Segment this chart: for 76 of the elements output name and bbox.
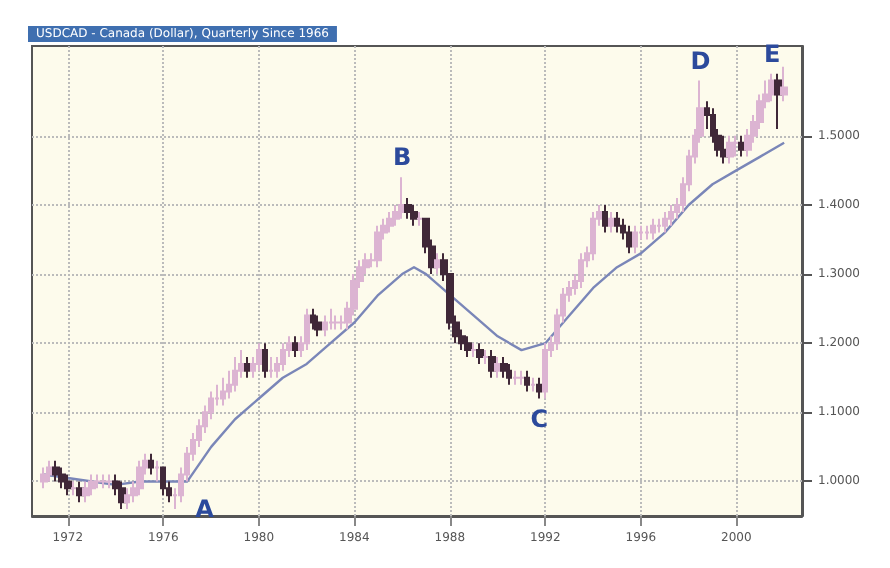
candlestick <box>506 362 512 386</box>
candlestick <box>118 480 126 511</box>
annotation: C <box>530 404 549 433</box>
candlestick <box>488 349 496 379</box>
candlestick <box>494 356 502 379</box>
candlestick <box>626 224 632 255</box>
candlestick <box>738 134 746 158</box>
candlestick <box>726 134 734 165</box>
candlestick <box>632 224 638 255</box>
annotation: D <box>690 46 711 75</box>
candlestick <box>434 252 442 276</box>
candlestick <box>314 314 322 338</box>
candlestick <box>268 356 274 379</box>
candlestick <box>614 210 620 234</box>
candlestick <box>136 459 144 497</box>
candlestick <box>482 349 490 365</box>
candlestick <box>304 307 310 352</box>
candlestick <box>644 224 650 241</box>
candlestick <box>668 203 674 227</box>
candlestick <box>292 335 298 359</box>
candlestick <box>590 210 596 262</box>
candlestick <box>154 459 160 483</box>
candlestick <box>64 473 72 497</box>
candlestick <box>542 342 548 400</box>
candlestick <box>500 356 508 379</box>
candlestick <box>656 217 662 234</box>
candlestick <box>160 466 166 497</box>
candlestick <box>774 72 782 130</box>
candlestick <box>536 376 542 400</box>
candlestick <box>410 203 418 227</box>
candlestick <box>262 342 268 379</box>
candlestick <box>256 342 262 372</box>
candlestick <box>148 452 154 476</box>
candlestick <box>464 335 472 359</box>
candlestick <box>46 459 54 483</box>
candlestick <box>100 473 108 490</box>
candlestick <box>476 342 484 365</box>
candlestick <box>82 480 90 504</box>
candlestick <box>244 356 250 379</box>
candlestick <box>512 369 520 386</box>
candlestick <box>310 307 316 331</box>
candlestick <box>662 210 668 234</box>
candlestick <box>106 473 114 490</box>
candlestick <box>88 473 96 497</box>
candlestick <box>76 480 84 504</box>
candlestick <box>398 176 406 220</box>
candlestick <box>578 252 584 289</box>
annotation: B <box>393 143 412 172</box>
candlestick <box>374 224 382 269</box>
candlestick <box>322 314 328 338</box>
candlestick <box>732 134 740 158</box>
candlestick <box>94 473 102 490</box>
candlestick <box>58 466 66 490</box>
line-series <box>42 141 786 487</box>
candlestick <box>530 376 536 393</box>
candlestick <box>124 487 130 511</box>
candlestick <box>470 342 478 359</box>
candlestick <box>524 369 530 393</box>
candlestick <box>232 356 238 393</box>
candlestick <box>518 369 526 386</box>
candlestick <box>332 314 340 331</box>
candlestick <box>280 342 286 372</box>
candlestick <box>52 459 60 483</box>
candlestick <box>70 480 78 497</box>
candlestick <box>404 197 412 220</box>
candlestick <box>602 203 608 234</box>
candlestick <box>608 210 614 234</box>
annotation: E <box>763 39 781 68</box>
candlestick <box>386 210 394 234</box>
candlestick <box>720 134 728 165</box>
candlestick <box>40 466 48 490</box>
candlestick <box>780 65 788 103</box>
candlestick <box>328 307 334 331</box>
candlestick <box>650 217 656 241</box>
candlestick <box>220 376 226 407</box>
candlestick <box>416 210 424 227</box>
